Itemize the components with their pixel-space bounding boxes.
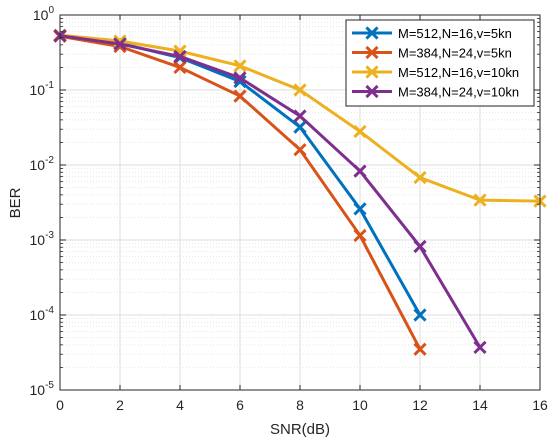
data-point (293, 83, 307, 97)
data-point (413, 239, 427, 254)
legend-item: M=384,N=24,v=5kn (352, 46, 512, 61)
data-point (413, 308, 427, 322)
data-point (173, 60, 187, 75)
x-tick-label: 6 (236, 397, 244, 413)
y-tick-label: 10-3 (30, 230, 55, 248)
series-4 (53, 29, 487, 355)
data-point (353, 228, 367, 243)
legend-label: M=512,N=16,v=5kn (398, 26, 512, 41)
x-axis-label: SNR(dB) (270, 421, 330, 438)
data-point (233, 71, 247, 85)
legend-marker (365, 26, 379, 40)
x-tick-label: 2 (116, 397, 124, 413)
data-point (413, 170, 427, 185)
x-tick-label: 8 (296, 397, 304, 413)
data-point (233, 89, 247, 103)
series-line (59, 34, 482, 349)
tick-labels: 0 2 4 6 8 10 12 14 16 100 10-1 10-2 10-3 10-4 10-5 (30, 5, 548, 413)
legend-marker (365, 45, 379, 60)
data-point (293, 109, 307, 123)
series-layer (53, 28, 547, 356)
x-tick-label: 0 (56, 397, 64, 413)
ticks (59, 14, 541, 391)
x-tick-label: 12 (412, 397, 428, 413)
data-point (413, 342, 427, 356)
y-tick-label: 10-4 (30, 305, 55, 323)
data-point (473, 340, 487, 355)
legend-item: M=512,N=16,v=5kn (352, 26, 512, 41)
x-tick-label: 16 (532, 397, 548, 413)
x-tick-label: 4 (176, 397, 184, 413)
data-point (113, 37, 127, 51)
y-tick-label: 10-2 (30, 155, 55, 173)
legend-label: M=512,N=16,v=10kn (398, 65, 519, 80)
data-point (353, 202, 367, 216)
legend-label: M=384,N=24,v=5kn (398, 46, 512, 61)
data-point (233, 59, 247, 73)
data-point (353, 164, 367, 178)
legend-item: M=512,N=16,v=10kn (352, 65, 519, 80)
x-tick-label: 14 (472, 397, 488, 413)
data-point (293, 143, 307, 157)
x-tick-label: 10 (352, 397, 368, 413)
legend-item: M=384,N=24,v=10kn (352, 85, 519, 100)
legend-label: M=384,N=24,v=10kn (398, 85, 519, 100)
y-tick-label: 100 (33, 5, 55, 23)
data-point (473, 193, 487, 207)
data-point (353, 124, 367, 139)
y-tick-label: 10-5 (30, 380, 55, 398)
data-point (173, 49, 187, 64)
legend-marker (365, 84, 379, 99)
data-point (293, 120, 307, 134)
legend: M=512,N=16,v=5kn M=384,N=24,v=5kn M=512,N=… (345, 19, 535, 107)
y-axis-label: BER (7, 187, 24, 218)
y-tick-label: 10-1 (30, 80, 55, 98)
legend-marker (365, 65, 379, 79)
